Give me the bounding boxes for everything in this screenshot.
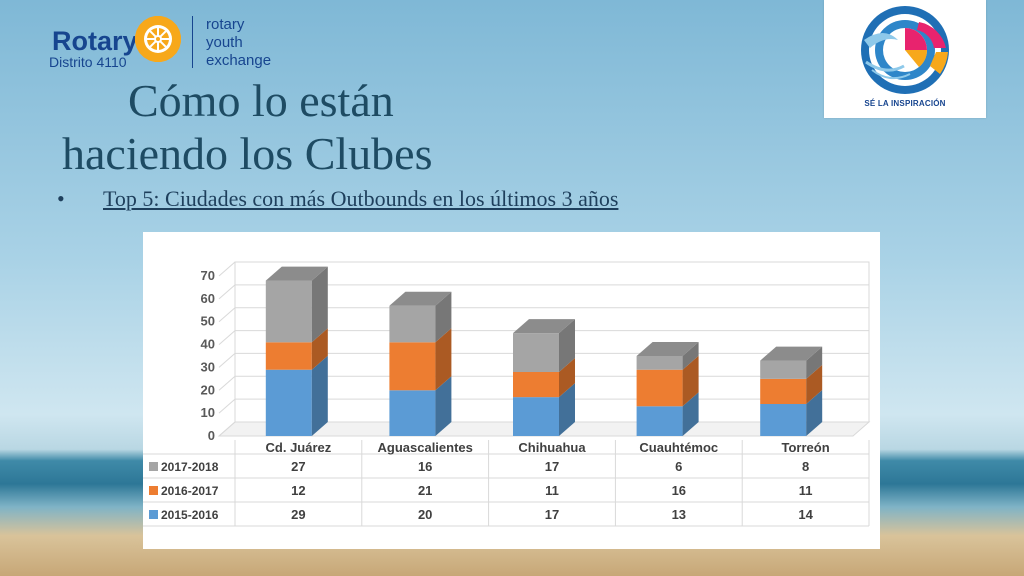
bar-segment-side xyxy=(311,266,328,343)
bar-segment-side xyxy=(682,342,699,370)
data-table-value: 16 xyxy=(418,459,432,474)
category-label: Torreón xyxy=(782,440,830,455)
bar-segment-side xyxy=(806,364,823,404)
bar-segment-side xyxy=(559,358,575,398)
y-gridline-side xyxy=(218,330,236,345)
y-gridline-side xyxy=(218,307,236,323)
y-gridline-side xyxy=(218,398,236,414)
bar-segment-side xyxy=(311,328,328,370)
bar-segment-side xyxy=(559,383,575,436)
legend-key xyxy=(149,486,158,495)
data-table-value: 14 xyxy=(798,507,813,522)
bar-segment-side xyxy=(435,291,452,343)
data-table-value: 8 xyxy=(802,459,809,474)
legend-label: 2015-2016 xyxy=(161,508,219,522)
legend-key xyxy=(149,510,158,519)
bar-segment xyxy=(760,360,807,379)
data-table-value: 17 xyxy=(545,507,559,522)
bar-segment xyxy=(265,280,312,343)
data-table-value: 12 xyxy=(291,483,305,498)
bar-segment-side xyxy=(806,390,823,436)
slide-title-line-1: Cómo lo están xyxy=(128,75,394,126)
bar-segment xyxy=(389,305,436,343)
rotary-wordmark: Rotary xyxy=(52,26,138,56)
youth-exchange-label: rotary youth exchange xyxy=(206,16,271,70)
youth-exchange-line: youth xyxy=(206,34,243,51)
y-tick-label: 60 xyxy=(201,291,215,306)
data-table-value: 17 xyxy=(545,459,559,474)
bar-segment-side xyxy=(311,355,328,436)
y-gridline-side xyxy=(218,353,236,368)
legend-label: 2016-2017 xyxy=(161,484,219,498)
chart-svg: 0 10 20 30 40 50 60 70 Cd. Juárez Aguascalientes C… xyxy=(143,261,871,527)
district-label: Distrito 4110 xyxy=(49,54,127,70)
data-table-value: 11 xyxy=(799,483,813,498)
bar-top-face xyxy=(389,291,452,306)
bar-segment xyxy=(636,356,683,370)
bar-top-face xyxy=(760,346,823,361)
bar-segment xyxy=(636,406,683,436)
data-table-value: 16 xyxy=(672,483,686,498)
data-table-value: 13 xyxy=(672,507,686,522)
data-table-value: 29 xyxy=(291,507,305,522)
category-label: Cd. Juárez xyxy=(266,440,332,455)
data-table-value: 6 xyxy=(675,459,682,474)
category-label: Chihuahua xyxy=(518,440,586,455)
youth-exchange-line: rotary xyxy=(206,16,245,33)
y-tick-label: 20 xyxy=(201,382,215,397)
slide-title-line-2: haciendo los Clubes xyxy=(62,128,433,179)
bar-segment xyxy=(389,390,436,436)
y-tick-label: 30 xyxy=(201,359,215,374)
bar-segment-side xyxy=(682,392,699,436)
data-table-value: 21 xyxy=(418,483,432,498)
bar-segment-side xyxy=(806,346,823,379)
bullet-marker: • xyxy=(57,186,65,211)
bar-segment-side xyxy=(682,355,699,407)
y-tick-label: 40 xyxy=(201,337,215,352)
y-tick-label: 0 xyxy=(208,428,215,443)
y-gridline-side xyxy=(218,261,236,277)
bar-segment xyxy=(636,369,683,407)
data-table-value: 11 xyxy=(545,483,559,498)
category-label: Aguascalientes xyxy=(378,440,473,455)
y-gridline-side xyxy=(218,284,236,300)
bar-segment-side xyxy=(435,328,452,391)
bar-segment xyxy=(513,397,559,436)
bar-segment-side xyxy=(435,376,452,436)
legend-key xyxy=(149,462,158,471)
data-table-value: 27 xyxy=(291,459,305,474)
y-tick-label: 10 xyxy=(201,405,215,420)
bar-top-face xyxy=(265,266,328,281)
bar-segment xyxy=(389,342,436,391)
y-gridline-side xyxy=(218,375,236,391)
data-table-value: 20 xyxy=(418,507,432,522)
bar-segment-side xyxy=(559,319,575,372)
bar-top-face xyxy=(513,319,575,334)
bar-segment xyxy=(513,333,559,372)
legend-label: 2017-2018 xyxy=(161,460,219,474)
y-tick-label: 50 xyxy=(201,314,215,329)
rotary-logo: Rotary Distrito 4110 xyxy=(44,14,284,74)
bar-segment xyxy=(513,372,559,398)
bar-segment xyxy=(265,342,312,370)
rotary-wheel-icon xyxy=(135,16,181,62)
category-label: Cuauhtémoc xyxy=(639,440,718,455)
inspiration-tagline: SÉ LA INSPIRACIÓN xyxy=(864,99,946,108)
inspiration-logo-icon xyxy=(861,6,949,94)
youth-exchange-line: exchange xyxy=(206,52,272,69)
stacked-bar-chart: 0 10 20 30 40 50 60 70 Cd. Juárez Aguascalientes C… xyxy=(143,232,880,549)
bar-segment xyxy=(760,404,807,436)
bar-segment xyxy=(265,369,312,436)
y-tick-label: 70 xyxy=(201,268,215,283)
y-gridline-side xyxy=(218,421,236,437)
logo-divider xyxy=(192,16,193,68)
inspiration-badge: SÉ LA INSPIRACIÓN xyxy=(824,0,986,118)
bar-top-face xyxy=(636,342,699,356)
bar-segment xyxy=(760,378,807,404)
bullet-text: Top 5: Ciudades con más Outbounds en los… xyxy=(103,186,619,211)
